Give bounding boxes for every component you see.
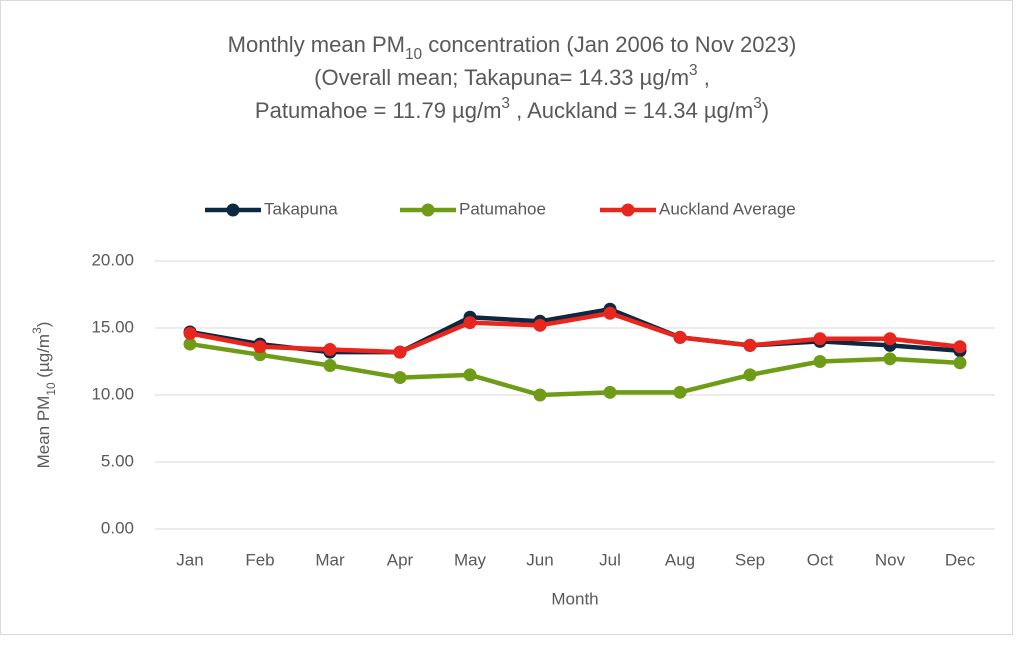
text-run: 3 bbox=[30, 327, 44, 334]
data-point bbox=[253, 340, 267, 354]
data-point bbox=[603, 385, 617, 399]
data-point bbox=[883, 352, 897, 366]
x-tick-label: Oct bbox=[807, 550, 834, 569]
y-tick-label: 20.00 bbox=[91, 250, 134, 269]
legend-label: Patumahoe bbox=[459, 199, 546, 218]
data-point bbox=[813, 355, 827, 368]
x-tick-label: Jul bbox=[599, 550, 621, 569]
legend-marker bbox=[621, 203, 635, 217]
legend-label: Auckland Average bbox=[659, 199, 796, 218]
x-tick-label: Aug bbox=[665, 550, 695, 569]
chart-title: Patumahoe = 11.79 µg/m3 , Auckland = 14.… bbox=[255, 95, 769, 123]
text-run: Monthly mean PM bbox=[228, 32, 405, 57]
chart-title: Monthly mean PM10 concentration (Jan 200… bbox=[228, 32, 797, 63]
data-point bbox=[603, 306, 617, 320]
text-run: 10 bbox=[44, 382, 58, 396]
text-run: , Auckland = 14.34 µg/m bbox=[510, 98, 753, 123]
x-tick-label: Jan bbox=[176, 550, 203, 569]
series-line bbox=[189, 341, 961, 398]
legend-marker bbox=[226, 203, 240, 217]
data-point bbox=[743, 368, 757, 382]
text-run: , bbox=[698, 65, 710, 90]
data-point bbox=[533, 318, 547, 332]
x-tick-label: Apr bbox=[387, 550, 414, 569]
data-point bbox=[883, 332, 897, 346]
y-axis-label: Mean PM10 (µg/m3) bbox=[30, 322, 58, 469]
y-tick-label: 0.00 bbox=[101, 518, 134, 537]
text-run: Patumahoe = 11.79 µg/m bbox=[255, 98, 501, 123]
chart-title: (Overall mean; Takapuna= 14.33 µg/m3 , bbox=[314, 62, 710, 90]
series-line bbox=[189, 311, 961, 355]
data-point bbox=[323, 359, 337, 373]
data-point bbox=[463, 316, 477, 330]
data-point bbox=[533, 388, 547, 402]
x-tick-label: May bbox=[454, 550, 487, 569]
data-point bbox=[393, 371, 407, 385]
data-point bbox=[743, 338, 757, 352]
data-point bbox=[953, 340, 967, 354]
text-run: 3 bbox=[753, 95, 762, 112]
x-tick-label: Sep bbox=[735, 550, 765, 569]
text-run: concentration (Jan 2006 to Nov 2023) bbox=[422, 32, 796, 57]
y-tick-label: 10.00 bbox=[91, 384, 134, 403]
text-run: 3 bbox=[501, 95, 510, 112]
text-run: ) bbox=[34, 322, 53, 328]
data-point bbox=[183, 326, 197, 340]
data-point bbox=[953, 356, 967, 370]
y-tick-label: 5.00 bbox=[101, 451, 134, 470]
text-run: Mean PM bbox=[34, 396, 53, 469]
data-point bbox=[673, 330, 687, 344]
data-point bbox=[393, 345, 407, 359]
x-axis-label: Month bbox=[551, 589, 598, 608]
text-run: (Overall mean; Takapuna= 14.33 µg/m bbox=[314, 65, 689, 90]
text-run: 10 bbox=[405, 46, 422, 63]
data-point bbox=[813, 332, 827, 346]
legend-label: Takapuna bbox=[264, 199, 338, 218]
data-point bbox=[323, 342, 337, 356]
x-tick-label: Jun bbox=[526, 550, 553, 569]
text-run: (µg/m bbox=[34, 334, 53, 383]
text-run: ) bbox=[762, 98, 769, 123]
text-run: 3 bbox=[689, 62, 698, 79]
legend-marker bbox=[421, 203, 435, 217]
x-tick-label: Nov bbox=[875, 550, 906, 569]
data-point bbox=[183, 337, 197, 351]
x-tick-label: Dec bbox=[945, 550, 976, 569]
x-tick-label: Mar bbox=[315, 550, 345, 569]
data-point bbox=[463, 368, 477, 382]
x-tick-label: Feb bbox=[245, 550, 274, 569]
y-tick-label: 15.00 bbox=[91, 317, 134, 336]
data-point bbox=[673, 385, 687, 399]
